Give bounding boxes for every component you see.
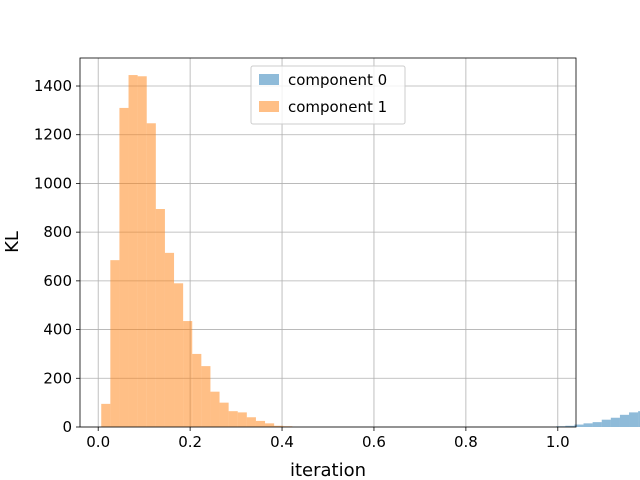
bar-component-1-bin-9: [183, 321, 193, 427]
y-tick-label-3: 600: [43, 272, 72, 290]
y-tick-label-1: 200: [43, 369, 72, 387]
bar-component-1-bin-19: [274, 425, 284, 427]
bar-component-0-bin-52: [574, 424, 584, 427]
bar-component-1-bin-5: [146, 123, 156, 428]
y-tick-label-4: 800: [43, 223, 72, 241]
series-component-0-bars: [556, 411, 640, 427]
legend-swatch-component-0: [259, 74, 279, 85]
y-tick-label-0: 0: [62, 418, 72, 436]
x-tick-label-2: 0.4: [270, 433, 294, 451]
y-axis-label: KL: [2, 231, 23, 253]
bar-component-1-bin-4: [137, 76, 147, 427]
y-tick-label-2: 400: [43, 321, 72, 339]
bar-component-1-bin-6: [155, 209, 165, 427]
x-tick-label-0: 0.0: [86, 433, 110, 451]
bar-component-1-bin-0: [101, 403, 111, 427]
y-tick-label-7: 1400: [34, 77, 72, 95]
bar-component-1-bin-1: [110, 260, 120, 427]
legend-label-component-0: component 0: [288, 71, 387, 89]
bar-component-1-bin-14: [228, 411, 238, 427]
bar-component-1-bin-12: [210, 391, 220, 427]
bar-component-1-bin-2: [119, 107, 129, 427]
x-tick-label-4: 0.8: [454, 433, 478, 451]
bar-component-1-bin-18: [265, 423, 275, 427]
bar-component-1-bin-16: [246, 417, 256, 427]
x-axis-label: iteration: [290, 460, 366, 480]
x-tick-label-5: 1.0: [546, 433, 570, 451]
y-tick-label-6: 1200: [34, 126, 72, 144]
bar-component-1-bin-8: [174, 283, 184, 427]
x-tick-label-1: 0.2: [178, 433, 202, 451]
y-axis-ticks: 0 200 400 600 800 1000 1200 1400: [34, 77, 80, 436]
bar-component-0-bin-58: [629, 412, 639, 427]
bar-component-1-bin-11: [201, 366, 211, 427]
bar-component-1-bin-13: [219, 402, 229, 427]
x-axis-ticks: 0.0 0.2 0.4 0.6 0.8 1.0: [86, 427, 570, 451]
legend-box: [250, 65, 406, 125]
x-tick-label-3: 0.6: [362, 433, 386, 451]
bar-component-1-bin-3: [128, 75, 138, 428]
bar-component-0-bin-53: [583, 423, 593, 427]
bar-component-1-bin-15: [237, 412, 247, 427]
series-component-1-bars: [101, 75, 293, 428]
legend-swatch-component-1: [259, 101, 279, 112]
bar-component-0-bin-51: [565, 425, 575, 427]
bar-component-1-bin-17: [255, 420, 266, 427]
bar-component-0-bin-56: [610, 417, 620, 427]
bar-component-0-bin-54: [592, 422, 602, 427]
bar-component-1-bin-7: [164, 252, 175, 427]
legend-label-component-1: component 1: [288, 98, 387, 116]
plot-frame: [79, 57, 577, 428]
bar-component-1-bin-10: [192, 353, 202, 427]
legend: component 0 component 1: [250, 65, 406, 125]
bar-component-0-bin-55: [601, 419, 611, 427]
y-tick-label-5: 1000: [34, 174, 72, 192]
bar-component-0-bin-59: [638, 411, 640, 427]
bar-component-0-bin-57: [619, 414, 630, 427]
